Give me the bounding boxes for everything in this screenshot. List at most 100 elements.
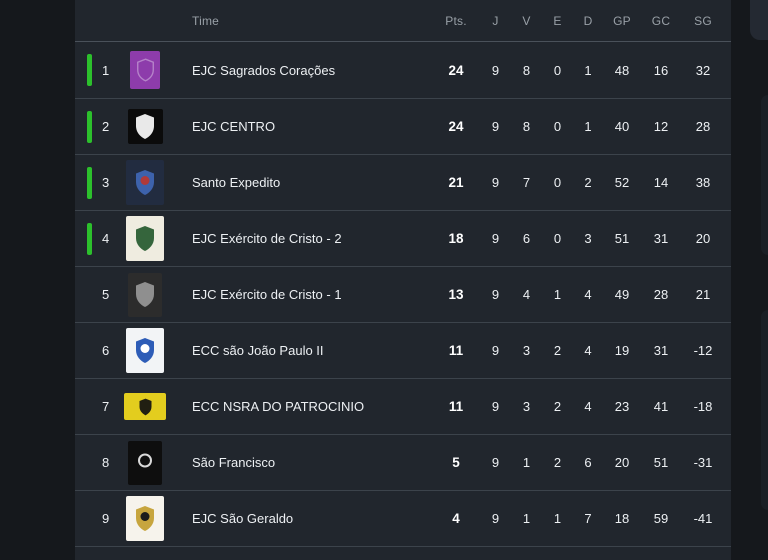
badge-shield-icon	[136, 338, 154, 363]
stat-goal-difference: 21	[695, 287, 711, 302]
team-name: Santo Expedito	[192, 175, 281, 190]
stat-played: 9	[491, 175, 500, 190]
stat-goal-difference: -41	[693, 511, 713, 526]
badge-shield-icon	[136, 170, 154, 195]
stat-goals-for: 23	[614, 399, 630, 414]
team-name: ECC são João Paulo II	[192, 343, 324, 358]
stat-goals-against: 41	[653, 399, 669, 414]
stat-goals-for: 19	[614, 343, 630, 358]
stat-points: 4	[452, 511, 460, 526]
stat-goals-for: 40	[614, 119, 630, 134]
stat-losses: 4	[584, 399, 592, 414]
stat-draws: 2	[553, 399, 562, 414]
position-cell: 5	[75, 267, 120, 322]
position-cell: 2	[75, 99, 120, 154]
table-row[interactable]: 9 EJC São Geraldo 4 9 1 1 7 18 59 -41	[75, 490, 731, 546]
header-col-pts: Pts.	[445, 13, 467, 28]
team-badge	[124, 393, 166, 420]
stat-goals-for: 49	[614, 287, 630, 302]
stat-losses: 4	[584, 287, 592, 302]
promotion-indicator-bar	[87, 54, 92, 86]
stat-losses: 6	[584, 455, 592, 470]
position-number: 2	[102, 119, 110, 134]
stat-played: 9	[491, 231, 500, 246]
stat-draws: 0	[553, 62, 562, 78]
stat-goal-difference: -12	[693, 343, 713, 358]
table-row[interactable]: 5 EJC Exército de Cristo - 1 13 9 4 1 4 …	[75, 266, 731, 322]
stat-goal-difference: 38	[695, 175, 711, 190]
table-row[interactable]: 7 ECC NSRA DO PATROCINIO 11 9 3 2 4 23 4…	[75, 378, 731, 434]
stat-draws: 1	[553, 287, 562, 302]
offscreen-card-edge	[761, 310, 768, 510]
stat-goals-for: 52	[614, 175, 630, 190]
team-name: EJC CENTRO	[192, 119, 276, 134]
stat-goals-against: 16	[653, 62, 669, 78]
stat-goals-against: 59	[653, 511, 669, 526]
position-cell: 7	[75, 379, 120, 434]
promotion-indicator-bar	[87, 222, 92, 255]
badge-shield-icon	[136, 114, 154, 139]
offscreen-card-edge	[761, 95, 768, 255]
stat-draws: 0	[553, 231, 562, 246]
standings-header: Time Pts. J V E D GP GC SG	[75, 0, 731, 42]
promotion-indicator-bar	[87, 110, 92, 143]
badge-cell	[120, 109, 170, 144]
badge-cell	[120, 216, 170, 261]
table-row[interactable]: 6 ECC são João Paulo II 11 9 3 2 4 19 31…	[75, 322, 731, 378]
stat-losses: 2	[584, 175, 592, 190]
adjacent-panel-corner	[750, 0, 768, 40]
header-col-d: D	[583, 13, 593, 28]
stat-losses: 1	[584, 62, 592, 78]
stat-draws: 2	[553, 343, 562, 358]
position-cell: 3	[75, 155, 120, 210]
badge-cell	[120, 328, 170, 373]
badge-cell	[120, 440, 170, 485]
stat-wins: 4	[522, 287, 531, 302]
team-badge	[128, 272, 162, 317]
position-number: 1	[102, 62, 110, 78]
position-number: 9	[102, 511, 110, 526]
table-row[interactable]: 1 EJC Sagrados Corações 24 9 8 0 1 48 16…	[75, 42, 731, 98]
table-row[interactable]: 4 EJC Exército de Cristo - 2 18 9 6 0 3 …	[75, 210, 731, 266]
stat-wins: 7	[522, 175, 531, 190]
team-name: ECC NSRA DO PATROCINIO	[192, 399, 365, 414]
table-row[interactable]: 2 EJC CENTRO 24 9 8 0 1 40 12 28	[75, 98, 731, 154]
position-cell: 9	[75, 491, 120, 546]
stat-draws: 1	[553, 511, 562, 526]
header-col-gp: GP	[613, 13, 631, 28]
standings-table: Time Pts. J V E D GP GC SG 1 EJC Sagrado…	[75, 0, 731, 560]
stat-played: 9	[491, 62, 500, 78]
position-cell: 4	[75, 211, 120, 266]
team-badge	[127, 109, 163, 144]
stat-draws: 0	[553, 175, 562, 190]
stat-points: 11	[448, 343, 464, 358]
team-name: EJC Exército de Cristo - 2	[192, 231, 342, 246]
team-name: São Francisco	[192, 455, 276, 470]
position-number: 4	[102, 231, 110, 246]
badge-cell	[120, 496, 170, 541]
stat-goals-against: 51	[653, 455, 669, 470]
position-number: 3	[102, 175, 110, 190]
badge-shield-icon	[136, 282, 154, 307]
team-name: EJC Exército de Cristo - 1	[192, 287, 342, 302]
stat-wins: 1	[522, 511, 531, 526]
team-badge	[128, 440, 162, 485]
header-col-j: J	[492, 13, 499, 28]
stat-wins: 3	[522, 399, 531, 414]
position-number: 8	[102, 455, 110, 470]
next-row-partial	[75, 546, 731, 560]
table-row[interactable]: 3 Santo Expedito 21 9 7 0 2 52 14 38	[75, 154, 731, 210]
stat-goal-difference: 32	[695, 62, 711, 78]
badge-shield-icon	[136, 506, 154, 531]
header-col-time: Time	[192, 13, 220, 28]
badge-cell	[120, 160, 170, 205]
table-row[interactable]: 8 São Francisco 5 9 1 2 6 20 51 -31	[75, 434, 731, 490]
stat-losses: 4	[584, 343, 592, 358]
stat-wins: 8	[522, 119, 531, 134]
stat-played: 9	[491, 399, 500, 414]
badge-ball-icon	[140, 176, 150, 185]
header-col-gc: GC	[651, 13, 671, 28]
position-cell: 8	[75, 435, 120, 490]
team-badge	[126, 216, 164, 261]
header-col-e: E	[553, 13, 562, 28]
